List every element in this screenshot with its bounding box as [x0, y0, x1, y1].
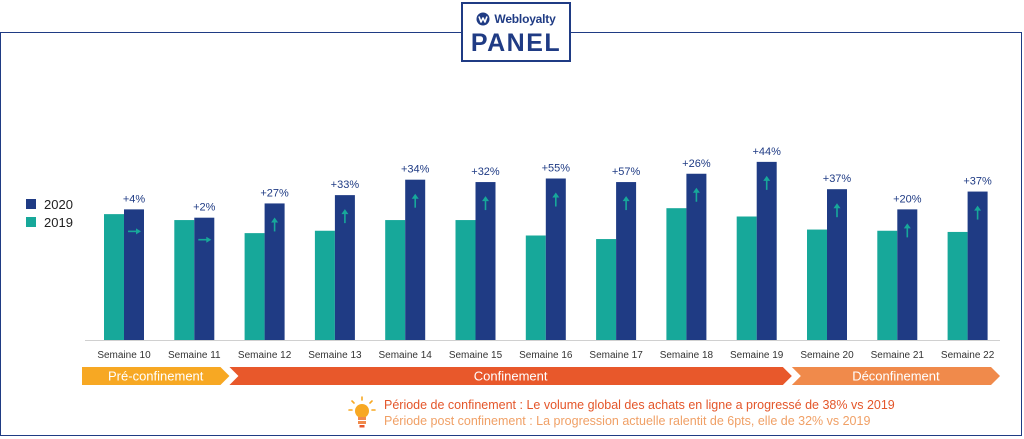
bar-2020	[756, 161, 777, 340]
x-tick-label: Semaine 18	[660, 350, 714, 361]
webloyalty-logo-icon	[476, 12, 490, 26]
bar-2019	[666, 208, 687, 340]
bar-2020	[967, 191, 988, 340]
trend-arrowhead	[136, 228, 141, 235]
phase-confinement-band	[229, 367, 792, 385]
legend-swatch-2019	[26, 217, 36, 227]
bar-2019	[596, 239, 617, 340]
data-label: +37%	[823, 173, 852, 185]
bar-2019	[104, 214, 124, 340]
bar-2020	[475, 182, 496, 340]
bar-2019	[807, 229, 827, 340]
bar-2020	[405, 179, 426, 340]
trend-arrowhead	[763, 175, 771, 181]
bar-2020	[194, 217, 215, 340]
legend-item-2019: 2019	[26, 213, 73, 231]
x-tick-label: Semaine 13	[308, 350, 362, 361]
x-tick-label: Semaine 22	[941, 350, 995, 361]
phase-confinement-label: Confinement	[474, 369, 548, 384]
trend-arrowhead	[833, 203, 841, 209]
x-tick-label: Semaine 11	[168, 350, 221, 361]
data-label: +32%	[471, 166, 500, 178]
bar-2020	[264, 203, 285, 340]
trend-arrowhead	[692, 187, 700, 193]
bar-2020	[545, 178, 566, 340]
bar-2019	[244, 233, 265, 340]
data-label: +26%	[682, 158, 711, 170]
data-label: +57%	[612, 166, 641, 178]
bar-2020	[334, 195, 355, 340]
x-tick-label: Semaine 16	[519, 350, 573, 361]
data-label: +44%	[752, 146, 781, 158]
bar-2019	[385, 220, 406, 340]
x-tick-label: Semaine 15	[449, 350, 503, 361]
x-tick-label: Semaine 14	[379, 350, 433, 361]
x-tick-label: Semaine 20	[800, 350, 854, 361]
bar-2019	[455, 220, 476, 340]
note-confinement: Période de confinement : Le volume globa…	[384, 398, 895, 412]
chart-legend: 2020 2019	[26, 195, 73, 231]
trend-arrowhead	[622, 196, 630, 202]
webloyalty-panel-logo: Webloyalty PANEL	[461, 2, 571, 62]
data-label: +34%	[401, 164, 430, 176]
legend-item-2020: 2020	[26, 195, 73, 213]
data-label: +33%	[331, 179, 360, 191]
phase-pre-confinement-band	[82, 367, 230, 385]
bar-2019	[174, 220, 195, 340]
trend-arrowhead	[271, 217, 279, 223]
note-post-confinement: Période post confinement : La progressio…	[384, 414, 871, 428]
bar-2020	[897, 209, 918, 340]
bar-2019	[525, 235, 546, 340]
trend-arrowhead	[341, 209, 349, 215]
x-tick-label: Semaine 17	[589, 350, 643, 361]
phase-pre-confinement-label: Pré-confinement	[108, 369, 204, 384]
trend-arrowhead	[206, 236, 212, 243]
legend-swatch-2020	[26, 199, 36, 209]
bar-2020	[124, 209, 144, 340]
legend-label-2019: 2019	[44, 214, 73, 230]
data-label: +4%	[123, 193, 146, 205]
trend-arrowhead	[974, 205, 982, 211]
data-label: +27%	[260, 187, 289, 199]
bar-2019	[877, 230, 898, 340]
logo-panel-text: PANEL	[470, 29, 562, 57]
x-tick-label: Semaine 21	[871, 350, 925, 361]
bar-2020	[827, 189, 847, 340]
logo-brand-text: Webloyalty	[494, 12, 556, 26]
bar-2020	[686, 173, 707, 340]
bar-2019	[314, 230, 335, 340]
trend-arrowhead	[411, 193, 419, 199]
lightbulb-icon	[348, 396, 376, 428]
data-label: +20%	[893, 193, 922, 205]
x-tick-label: Semaine 19	[730, 350, 784, 361]
data-label: +37%	[963, 176, 992, 188]
bar-2019	[736, 216, 757, 340]
x-tick-label: Semaine 12	[238, 350, 292, 361]
bar-2019	[947, 231, 968, 340]
bar-2020	[616, 182, 637, 340]
data-label: +2%	[193, 202, 216, 214]
data-label: +55%	[542, 163, 571, 175]
trend-arrowhead	[552, 192, 560, 198]
x-tick-label: Semaine 10	[97, 350, 151, 361]
phase-deconfinement-band	[791, 367, 1000, 385]
trend-arrowhead	[482, 196, 489, 202]
phase-deconfinement-label: Déconfinement	[852, 369, 940, 384]
trend-arrowhead	[903, 223, 911, 229]
legend-label-2020: 2020	[44, 196, 73, 212]
